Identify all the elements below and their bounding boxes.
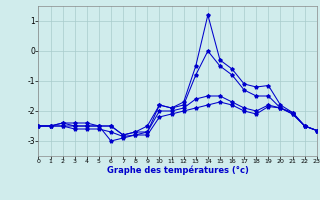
X-axis label: Graphe des températures (°c): Graphe des températures (°c) [107, 166, 249, 175]
